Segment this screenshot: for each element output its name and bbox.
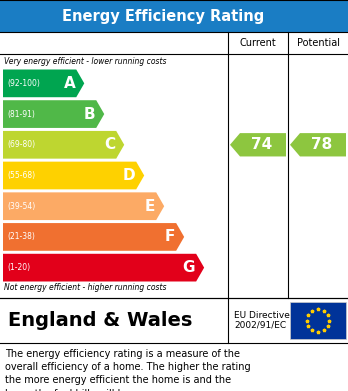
Polygon shape [3, 70, 84, 97]
Polygon shape [3, 131, 124, 159]
Text: 2002/91/EC: 2002/91/EC [234, 321, 286, 330]
Text: (81-91): (81-91) [7, 109, 35, 118]
Text: 78: 78 [311, 137, 332, 152]
Text: 74: 74 [251, 137, 272, 152]
Text: Very energy efficient - lower running costs: Very energy efficient - lower running co… [4, 57, 166, 66]
Text: Current: Current [240, 38, 276, 48]
Text: (39-54): (39-54) [7, 202, 35, 211]
Polygon shape [3, 192, 164, 220]
Text: Potential: Potential [296, 38, 340, 48]
Text: (69-80): (69-80) [7, 140, 35, 149]
Text: C: C [104, 137, 115, 152]
Text: D: D [122, 168, 135, 183]
Text: B: B [84, 107, 95, 122]
Text: Not energy efficient - higher running costs: Not energy efficient - higher running co… [4, 283, 166, 292]
Text: (21-38): (21-38) [7, 232, 35, 241]
Text: (92-100): (92-100) [7, 79, 40, 88]
Text: Energy Efficiency Rating: Energy Efficiency Rating [62, 9, 265, 23]
Bar [0, 0, 348, 32]
Polygon shape [230, 133, 286, 156]
Polygon shape [3, 161, 144, 189]
Text: EU Directive: EU Directive [234, 311, 290, 320]
Bar [290, 302, 346, 339]
Polygon shape [3, 100, 104, 128]
Text: G: G [183, 260, 195, 275]
Text: (55-68): (55-68) [7, 171, 35, 180]
Polygon shape [3, 254, 204, 282]
Text: The energy efficiency rating is a measure of the
overall efficiency of a home. T: The energy efficiency rating is a measur… [5, 349, 251, 391]
Text: England & Wales: England & Wales [8, 311, 192, 330]
Polygon shape [290, 133, 346, 156]
Text: F: F [165, 230, 175, 244]
Text: E: E [145, 199, 155, 214]
Text: A: A [64, 76, 75, 91]
Polygon shape [3, 223, 184, 251]
Text: (1-20): (1-20) [7, 263, 30, 272]
